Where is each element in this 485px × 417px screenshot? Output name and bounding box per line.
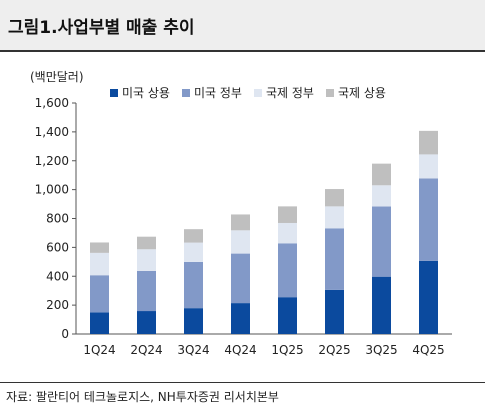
title-rule — [0, 50, 485, 52]
stacked-bar-chart: 0 200 400 600 800 1,000 1,200 1,400 1,600 1Q24 2Q2… — [35, 96, 452, 357]
legend-label: 미국 정부 — [193, 86, 242, 100]
bar-segment-3q24-s2 — [184, 242, 203, 262]
y-tick-label: 800 — [46, 212, 69, 226]
bar-segment-3q25-s1 — [372, 206, 391, 277]
bar-segment-2q24-s3 — [137, 236, 156, 250]
x-tick-label: 1Q24 — [83, 343, 115, 357]
bar-segment-3q25-s2 — [372, 185, 391, 207]
x-tick-label: 1Q25 — [271, 343, 303, 357]
bar-segment-4q25-s3 — [419, 130, 438, 155]
legend-swatch — [325, 88, 334, 97]
legend-item-intl-commercial: 국제 상용 — [325, 84, 386, 101]
bar-segment-3q24-s0 — [184, 308, 203, 334]
bar-segment-1q25-s3 — [278, 206, 297, 223]
x-tick-label: 4Q25 — [412, 343, 444, 357]
x-tick-label: 3Q24 — [177, 343, 209, 357]
legend-label: 국제 상용 — [337, 86, 386, 100]
bar-segment-2q24-s1 — [137, 270, 156, 312]
unit-label: (백만달러) — [30, 70, 84, 84]
bar-segment-1q24-s0 — [90, 312, 109, 334]
bar-segment-3q24-s3 — [184, 229, 203, 243]
source-note: 자료: 팔란티어 테크놀로지스, NH투자증권 리서치본부 — [6, 390, 279, 404]
y-tick-label: 200 — [46, 298, 69, 312]
bar-segment-4q24-s2 — [231, 230, 250, 254]
bottom-rule — [0, 382, 485, 383]
bar-segment-4q25-s1 — [419, 178, 438, 261]
bar-segment-2q25-s3 — [325, 189, 344, 207]
bar-segment-4q24-s1 — [231, 253, 250, 304]
legend-item-us-government: 미국 정부 — [181, 84, 242, 101]
y-tick-label: 1,400 — [35, 125, 69, 139]
legend-swatch — [110, 88, 118, 97]
y-tick-label: 400 — [46, 269, 69, 283]
legend-label: 국제 정부 — [265, 86, 314, 100]
bar-segment-4q24-s0 — [231, 303, 250, 334]
x-tick-label: 4Q24 — [224, 343, 256, 357]
bar-segment-1q25-s0 — [278, 297, 297, 334]
bar-segment-4q24-s3 — [231, 214, 250, 231]
bar-segment-2q25-s0 — [325, 289, 344, 334]
legend-swatch — [181, 88, 190, 97]
y-tick-label: 600 — [46, 240, 69, 254]
bar-segment-2q24-s0 — [137, 311, 156, 334]
legend-label: 미국 상용 — [122, 86, 170, 100]
legend-item-intl-government: 국제 정부 — [253, 84, 314, 101]
bar-segment-1q24-s2 — [90, 252, 109, 276]
y-tick-label: 1,600 — [35, 96, 69, 110]
bar-segment-2q25-s2 — [325, 206, 344, 229]
y-tick-label: 1,200 — [35, 154, 69, 168]
x-tick-label: 3Q25 — [365, 343, 397, 357]
bar-segment-1q24-s3 — [90, 242, 109, 253]
bar-segment-1q24-s1 — [90, 275, 109, 313]
figure-title: 그림1.사업부별 매출 추이 — [8, 18, 195, 38]
bar-segment-3q24-s1 — [184, 261, 203, 309]
x-tick-label: 2Q25 — [318, 343, 350, 357]
legend: 미국 상용 미국 정부 국제 정부 국제 상용 — [110, 84, 386, 101]
title-bar — [0, 0, 485, 50]
y-tick-label: 0 — [61, 327, 69, 341]
bar-segment-4q25-s0 — [419, 260, 438, 334]
bar-segment-3q25-s3 — [372, 163, 391, 186]
x-tick-label: 2Q24 — [130, 343, 162, 357]
legend-item-us-commercial: 미국 상용 — [110, 84, 170, 101]
bar-segment-4q25-s2 — [419, 154, 438, 179]
y-tick-label: 1,000 — [35, 183, 69, 197]
bar-segment-2q25-s1 — [325, 228, 344, 290]
legend-swatch — [253, 88, 262, 97]
bar-segment-1q25-s2 — [278, 222, 297, 244]
bar-segment-3q25-s0 — [372, 276, 391, 334]
bar-segment-1q25-s1 — [278, 243, 297, 298]
bar-segment-2q24-s2 — [137, 249, 156, 271]
